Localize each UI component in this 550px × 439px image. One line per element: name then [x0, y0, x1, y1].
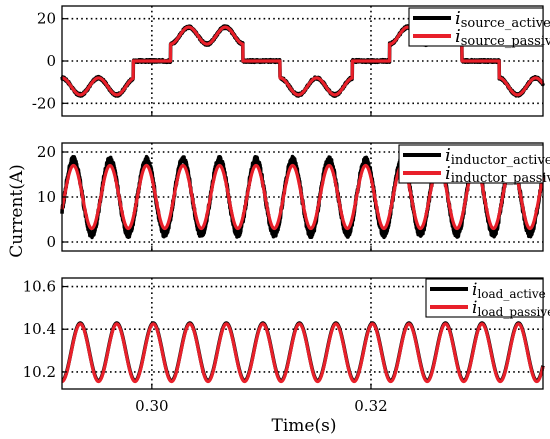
y-tick-label-source-1: 0: [46, 52, 56, 70]
y-tick-label-inductor-0: 20: [37, 143, 56, 161]
y-tick-label-load-0: 10.6: [23, 278, 56, 296]
y-tick-label-inductor-2: 0: [46, 233, 56, 251]
legend-box-source: [408, 7, 544, 47]
panel-load: 10.6 10.4 10.2 0.30 0.32 iload_activeiload_pa…: [23, 277, 550, 415]
grid-source: [62, 6, 543, 116]
y-tick-label-load-1: 10.4: [23, 320, 56, 338]
legend-label-load-1: iload_passive: [472, 298, 550, 319]
y-tick-label-source-2: -20: [32, 94, 56, 112]
legend-box-load: [425, 278, 544, 318]
y-tick-label-source-0: 20: [37, 10, 56, 28]
legend-label-inductor-1: iinductor_passive: [445, 163, 550, 186]
y-tick-label-load-2: 10.2: [23, 363, 56, 381]
plot-frame-load: [61, 277, 544, 390]
legend-label-load-0: iload_active: [472, 280, 546, 301]
legend-label-source-1: isource_passive: [455, 26, 550, 49]
legend-label-inductor-0: iinductor_active: [445, 145, 550, 168]
series-inductor-passive: [60, 163, 545, 231]
x-axis-label: Time(s): [272, 416, 337, 436]
series-source-passive: [60, 25, 545, 97]
legend-label-source-0: isource_active: [455, 8, 550, 31]
legend-box-inductor: [398, 144, 544, 184]
y-tick-label-inductor-1: 10: [37, 188, 56, 206]
y-axis-label: Current(A): [7, 164, 27, 258]
x-tick-label-1: 0.32: [354, 397, 387, 415]
x-tick-label-0: 0.30: [135, 397, 168, 415]
series-load-passive: [60, 322, 545, 384]
